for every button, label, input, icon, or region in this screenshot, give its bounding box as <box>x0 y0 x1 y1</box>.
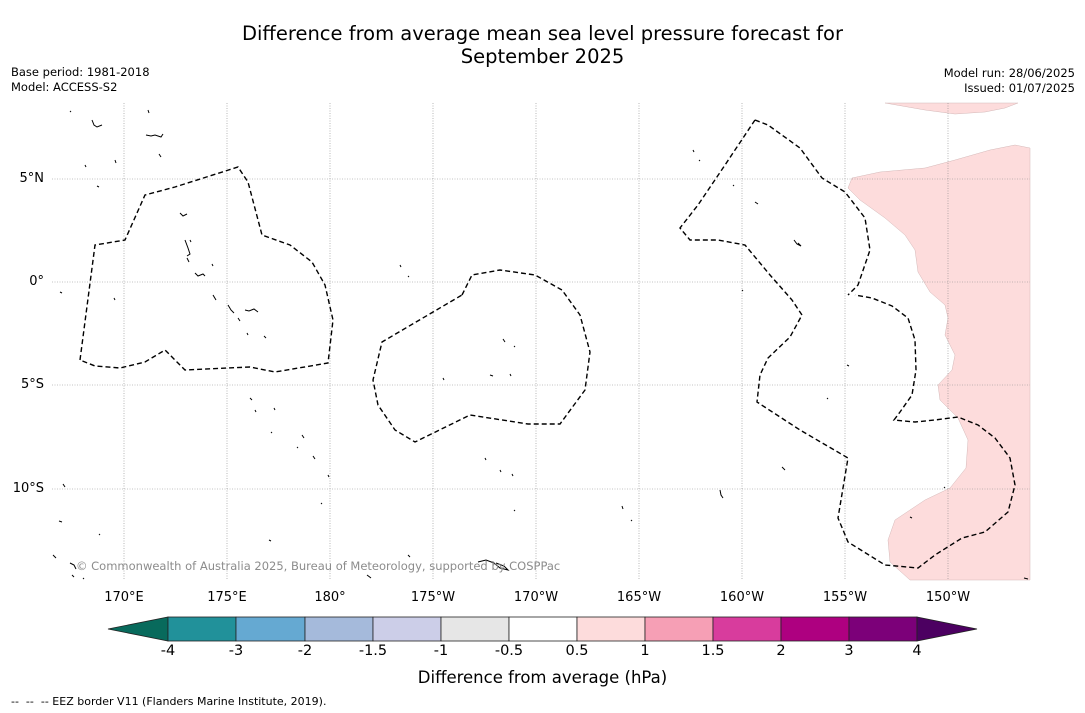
model-name: Model: ACCESS-S2 <box>11 79 118 94</box>
lon-label-175e: 175°E <box>207 590 247 605</box>
colorbar-tick-label: 1.5 <box>701 643 725 659</box>
issued-date: Issued: 01/07/2025 <box>964 80 1075 95</box>
meta-right: Model run: 28/06/2025 Issued: 01/07/2025 <box>944 66 1075 95</box>
colorbar-bin-11 <box>848 616 918 642</box>
title-line-2: September 2025 <box>460 45 625 68</box>
colorbar-tick-label: 1 <box>640 643 650 659</box>
eez-border-line-islands <box>754 119 871 296</box>
lat-label-0: 0° <box>29 274 44 289</box>
anomaly-fill-east <box>847 144 1031 581</box>
colorbar-tick-label: 2 <box>776 643 786 659</box>
colorbar-tick-label: -4 <box>160 643 176 659</box>
colorbar-tick-label: -1.5 <box>358 643 388 659</box>
eez-border-line-islands-west <box>679 119 1016 569</box>
graticule <box>52 103 1030 580</box>
lat-label-10s: 10°S <box>12 481 44 496</box>
colorbar-tick-label: 4 <box>912 643 922 659</box>
colorbar-tick-label: -2 <box>297 643 313 659</box>
eez-borders <box>79 119 1016 569</box>
colorbar-bin-5 <box>440 616 510 642</box>
map-title: Difference from average mean sea level p… <box>0 22 1085 68</box>
colorbar-bin-10 <box>780 616 850 642</box>
colorbar-lower-extend <box>107 616 169 642</box>
islands <box>52 109 1029 580</box>
lon-label-180: 180° <box>314 590 346 605</box>
colorbar-bin-8 <box>644 616 714 642</box>
colorbar-tick-label: -1 <box>433 643 449 659</box>
colorbar-tick-label: -3 <box>228 643 244 659</box>
footer-legend-note: -- -- -- EEZ border V11 (Flanders Marine… <box>11 695 327 708</box>
colorbar-bin-9 <box>712 616 782 642</box>
lon-label-150w: 150°W <box>925 590 971 605</box>
colorbar-tick-label: 0.5 <box>565 643 589 659</box>
copyright-notice: © Commonwealth of Australia 2025, Bureau… <box>76 559 561 573</box>
meta-left: Base period: 1981-2018 Model: ACCESS-S2 <box>11 65 150 94</box>
colorbar-title: Difference from average (hPa) <box>417 668 668 687</box>
lon-label-160w: 160°W <box>719 590 765 605</box>
lon-label-175w: 175°W <box>410 590 456 605</box>
colorbar-bin-4 <box>372 616 442 642</box>
colorbar-bin-7 <box>576 616 646 642</box>
colorbar-bin-6 <box>508 616 578 642</box>
model-run: Model run: 28/06/2025 <box>943 66 1075 80</box>
lat-label-5s: 5°S <box>20 377 44 392</box>
anomaly-fill-north <box>884 102 1019 115</box>
lon-label-155w: 155°W <box>822 590 868 605</box>
colorbar-tick-label: -0.5 <box>494 643 524 659</box>
lon-label-170e: 170°E <box>104 590 144 605</box>
eez-border-phoenix <box>372 269 591 443</box>
colorbar-tick-label: 3 <box>844 643 854 659</box>
colorbar <box>107 616 978 642</box>
colorbar-bin-3 <box>304 616 374 642</box>
colorbar-bin-2 <box>235 616 306 642</box>
eez-border-tuvalu <box>79 166 334 373</box>
lon-label-170w: 170°W <box>513 590 559 605</box>
lat-label-5n: 5°N <box>19 171 45 186</box>
colorbar-upper-extend <box>916 616 978 642</box>
colorbar-bin-1 <box>167 616 237 642</box>
lon-label-165w: 165°W <box>616 590 662 605</box>
base-period: Base period: 1981-2018 <box>11 65 150 79</box>
title-line-1: Difference from average mean sea level p… <box>242 22 843 45</box>
